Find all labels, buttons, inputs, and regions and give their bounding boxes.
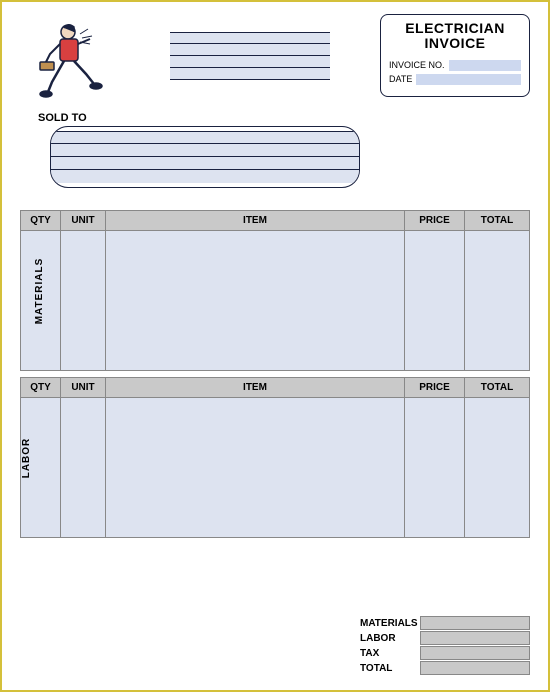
- col-total: TOTAL: [465, 211, 530, 231]
- sold-to-box[interactable]: [50, 126, 360, 188]
- col-total: TOTAL: [465, 378, 530, 398]
- sold-to-label: SOLD TO: [38, 112, 530, 124]
- labor-vert-label: LABOR: [21, 437, 32, 478]
- invoice-no-value[interactable]: [449, 60, 521, 71]
- title-line-1: ELECTRICIAN: [389, 21, 521, 36]
- header-address-lines[interactable]: [170, 32, 330, 80]
- materials-vert-label: MATERIALS: [34, 257, 45, 324]
- labor-table: QTY UNIT ITEM PRICE TOTAL: [20, 377, 530, 538]
- summary-labor-value[interactable]: [420, 631, 530, 645]
- title-line-2: INVOICE: [389, 36, 521, 51]
- col-qty: QTY: [21, 211, 61, 231]
- invoice-page: ELECTRICIAN INVOICE INVOICE NO. DATE SOL…: [0, 0, 550, 692]
- materials-table: QTY UNIT ITEM PRICE TOTAL: [20, 210, 530, 371]
- invoice-date-field[interactable]: DATE: [389, 74, 521, 85]
- date-label: DATE: [389, 74, 412, 84]
- col-item: ITEM: [106, 211, 405, 231]
- summary-total-value[interactable]: [420, 661, 530, 675]
- summary-tax-value[interactable]: [420, 646, 530, 660]
- table-row[interactable]: [21, 398, 530, 538]
- date-value[interactable]: [416, 74, 521, 85]
- invoice-no-label: INVOICE NO.: [389, 60, 445, 70]
- summary-labor-label: LABOR: [360, 633, 420, 644]
- summary-tax-label: TAX: [360, 648, 420, 659]
- summary-total-label: TOTAL: [360, 663, 420, 674]
- header-row: ELECTRICIAN INVOICE INVOICE NO. DATE: [20, 14, 530, 104]
- col-unit: UNIT: [61, 378, 106, 398]
- col-unit: UNIT: [61, 211, 106, 231]
- col-price: PRICE: [405, 378, 465, 398]
- col-item: ITEM: [106, 378, 405, 398]
- invoice-title-box: ELECTRICIAN INVOICE INVOICE NO. DATE: [380, 14, 530, 97]
- invoice-number-field[interactable]: INVOICE NO.: [389, 60, 521, 71]
- table-row[interactable]: [21, 231, 530, 371]
- electrician-logo: [20, 14, 120, 104]
- col-qty: QTY: [21, 378, 61, 398]
- summary-materials-label: MATERIALS: [360, 618, 420, 629]
- labor-section: LABOR QTY UNIT ITEM PRICE TOTAL: [20, 377, 530, 538]
- summary-materials-value[interactable]: [420, 616, 530, 630]
- col-price: PRICE: [405, 211, 465, 231]
- summary-box: MATERIALS LABOR TAX TOTAL: [360, 616, 530, 676]
- materials-section: MATERIALS QTY UNIT ITEM PRICE TOTAL: [20, 210, 530, 371]
